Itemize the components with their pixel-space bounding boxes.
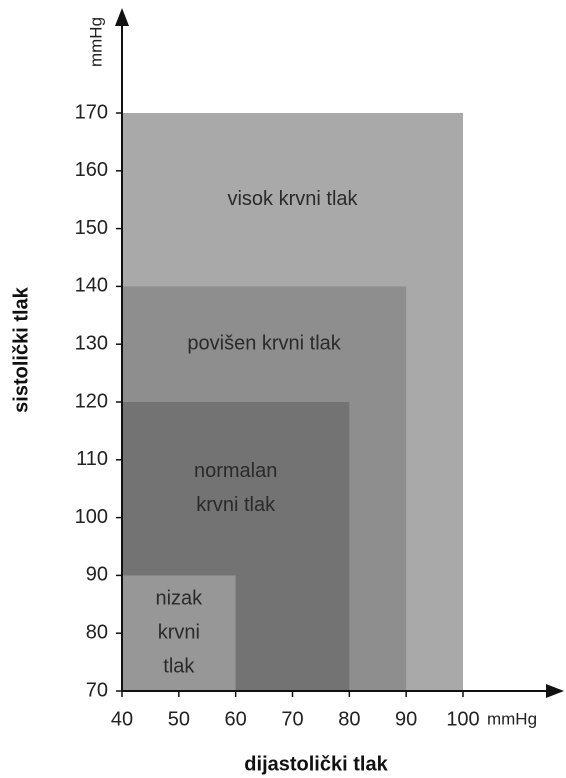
x-axis-arrow bbox=[546, 684, 564, 698]
x-tick-label: 80 bbox=[338, 708, 360, 730]
y-tick-label: 70 bbox=[86, 679, 108, 701]
zone bbox=[122, 575, 236, 691]
x-tick-label: 90 bbox=[395, 708, 417, 730]
y-tick-label: 140 bbox=[75, 275, 108, 297]
y-axis-arrow bbox=[115, 8, 129, 26]
zone-label: visok krvni tlak bbox=[227, 188, 358, 210]
zone-label: nizak bbox=[155, 587, 203, 609]
y-tick-label: 160 bbox=[75, 159, 108, 181]
x-tick-label: 60 bbox=[225, 708, 247, 730]
zone-label: povišen krvni tlak bbox=[187, 332, 341, 354]
y-tick-label: 80 bbox=[86, 621, 108, 643]
x-tick-label: 50 bbox=[168, 708, 190, 730]
y-tick-label: 90 bbox=[86, 564, 108, 586]
y-tick-label: 100 bbox=[75, 506, 108, 528]
y-tick-label: 170 bbox=[75, 101, 108, 123]
x-unit: mmHg bbox=[487, 709, 537, 728]
y-tick-label: 110 bbox=[76, 448, 108, 470]
zone-label: krvni tlak bbox=[196, 494, 276, 516]
x-tick-label: 100 bbox=[446, 708, 479, 730]
y-tick-label: 120 bbox=[75, 390, 108, 412]
y-unit: mmHg bbox=[86, 17, 105, 67]
zone-label: normalan bbox=[194, 460, 277, 482]
x-tick-label: 70 bbox=[281, 708, 303, 730]
x-tick-label: 40 bbox=[111, 708, 133, 730]
zone-label: tlak bbox=[163, 655, 195, 677]
x-axis-title: dijastolički tlak bbox=[244, 753, 388, 775]
y-axis-title: sistolički tlak bbox=[10, 286, 32, 412]
y-tick-label: 150 bbox=[75, 217, 108, 239]
y-tick-label: 130 bbox=[75, 332, 108, 354]
zone-label: krvni bbox=[158, 621, 200, 643]
